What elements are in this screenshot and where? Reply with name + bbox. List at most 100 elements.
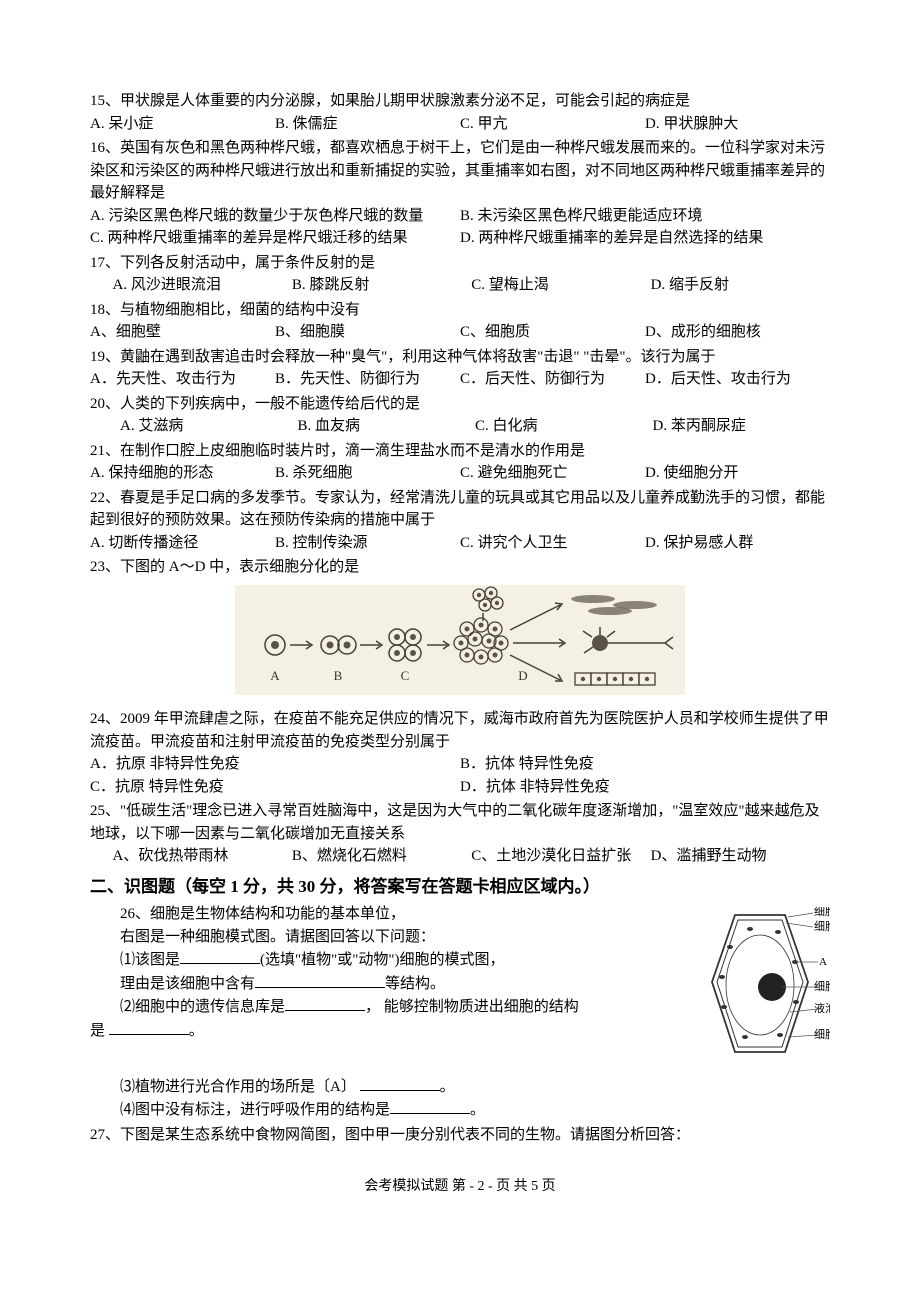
question-20: 20、人类的下列疾病中，一般不能遗传给后代的是 A. 艾滋病 B. 血友病 C.… — [90, 393, 830, 438]
question-24: 24、2009 年甲流肆虐之际，在疫苗不能充足供应的情况下，威海市政府首先为医院… — [90, 708, 830, 798]
blank-26-2[interactable] — [255, 972, 385, 988]
q16-opt-a: A. 污染区黑色桦尺蛾的数量少于灰色桦尺蛾的数量 — [90, 205, 460, 228]
question-15-options: A. 呆小症 B. 侏儒症 C. 甲亢 D. 甲状腺肿大 — [90, 113, 830, 136]
svg-text:C: C — [401, 668, 410, 683]
section-2-title: 二、识图题（每空 1 分，共 30 分，将答案写在答题卡相应区域内。） — [90, 874, 830, 900]
q26-p1a: ⑴该图是 — [120, 952, 180, 968]
q19-opt-d: D．后天性、攻击行为 — [645, 368, 830, 391]
question-17: 17、下列各反射活动中，属于条件反射的是 A. 风沙进眼流泪 B. 膝跳反射 C… — [90, 252, 830, 297]
question-21-text: 21、在制作口腔上皮细胞临时装片时，滴一滴生理盐水而不是清水的作用是 — [90, 440, 830, 463]
q18-opt-d: D、成形的细胞核 — [645, 321, 830, 344]
q26-p2a: ⑵细胞中的遗传信息库是 — [120, 999, 285, 1015]
svg-text:A: A — [270, 668, 280, 683]
question-15-text: 15、甲状腺是人体重要的内分泌腺，如果胎儿期甲状腺激素分泌不足，可能会引起的病症… — [90, 90, 830, 113]
q15-opt-a: A. 呆小症 — [90, 113, 275, 136]
question-18-text: 18、与植物细胞相比，细菌的结构中没有 — [90, 299, 830, 322]
q17-opt-b: B. 膝跳反射 — [292, 274, 471, 297]
question-19-text: 19、黄鼬在遇到敌害追击时会释放一种"臭气"，利用这种气体将敌害"击退" "击晕… — [90, 346, 830, 369]
blank-26-3[interactable] — [285, 995, 365, 1011]
q26-p1c: 理由是该细胞中含有 — [120, 976, 255, 992]
q26-p4b: 。 — [470, 1102, 485, 1118]
q25-opt-c: C、土地沙漠化日益扩张 — [471, 845, 650, 868]
question-23: 23、下图的 A～D 中，表示细胞分化的是 A B — [90, 556, 830, 702]
q20-opt-b: B. 血友病 — [298, 415, 476, 438]
question-16-options: A. 污染区黑色桦尺蛾的数量少于灰色桦尺蛾的数量 B. 未污染区黑色桦尺蛾更能适… — [90, 205, 830, 250]
q17-opt-a: A. 风沙进眼流泪 — [113, 274, 292, 297]
q15-opt-c: C. 甲亢 — [460, 113, 645, 136]
question-19-options: A．先天性、攻击行为 B．先天性、防御行为 C．后天性、防御行为 D．后天性、攻… — [90, 368, 830, 391]
q26-p3a: ⑶植物进行光合作用的场所是〔A〕 — [120, 1079, 356, 1095]
q16-opt-b: B. 未污染区黑色桦尺蛾更能适应环境 — [460, 205, 830, 228]
q26-p1d: 等结构。 — [385, 976, 445, 992]
figure-23-cell-differentiation: A B — [90, 585, 830, 703]
q24-opt-d: D．抗体 非特异性免疫 — [460, 776, 830, 799]
q25-opt-a: A、砍伐热带雨林 — [113, 845, 292, 868]
question-23-text: 23、下图的 A～D 中，表示细胞分化的是 — [90, 556, 830, 579]
q20-opt-d: D. 苯丙酮尿症 — [653, 415, 831, 438]
blank-26-4[interactable] — [109, 1019, 189, 1035]
q18-opt-a: A、细胞壁 — [90, 321, 275, 344]
blank-26-5[interactable] — [360, 1075, 440, 1091]
question-21: 21、在制作口腔上皮细胞临时装片时，滴一滴生理盐水而不是清水的作用是 A. 保持… — [90, 440, 830, 485]
q20-opt-a: A. 艾滋病 — [120, 415, 298, 438]
q26-part3: ⑶植物进行光合作用的场所是〔A〕 。 — [90, 1075, 830, 1099]
q15-opt-d: D. 甲状腺肿大 — [645, 113, 830, 136]
question-25: 25、"低碳生活"理念已进入寻常百姓脑海中，这是因为大气中的二氧化碳年度逐渐增加… — [90, 800, 830, 868]
q16-opt-d: D. 两种桦尺蛾重捕率的差异是自然选择的结果 — [460, 227, 830, 250]
question-15: 15、甲状腺是人体重要的内分泌腺，如果胎儿期甲状腺激素分泌不足，可能会引起的病症… — [90, 90, 830, 135]
q24-opt-a: A．抗原 非特异性免疫 — [90, 753, 460, 776]
blank-26-1[interactable] — [180, 948, 260, 964]
q25-opt-d: D、滥捕野生动物 — [651, 845, 830, 868]
q22-opt-b: B. 控制传染源 — [275, 532, 460, 555]
q21-opt-a: A. 保持细胞的形态 — [90, 462, 275, 485]
question-17-options: A. 风沙进眼流泪 B. 膝跳反射 C. 望梅止渴 D. 缩手反射 — [90, 274, 830, 297]
q20-opt-c: C. 白化病 — [475, 415, 653, 438]
question-25-options: A、砍伐热带雨林 B、燃烧化石燃料 C、土地沙漠化日益扩张 D、滥捕野生动物 — [90, 845, 830, 868]
question-19: 19、黄鼬在遇到敌害追击时会释放一种"臭气"，利用这种气体将敌害"击退" "击晕… — [90, 346, 830, 391]
cell-label-nucleus: 细胞核 — [814, 979, 830, 993]
question-22-text: 22、春夏是手足口病的多发季节。专家认为，经常清洗儿童的玩具或其它用品以及儿童养… — [90, 487, 830, 532]
question-20-options: A. 艾滋病 B. 血友病 C. 白化病 D. 苯丙酮尿症 — [90, 415, 830, 438]
cell-label-wall: 细胞壁 — [814, 907, 830, 918]
page-footer: 会考模拟试题 第 - 2 - 页 共 5 页 — [90, 1176, 830, 1197]
q26-part4: ⑷图中没有标注，进行呼吸作用的结构是 。 — [90, 1098, 830, 1122]
cell-label-membrane: 细胞膜 — [814, 920, 830, 933]
question-22: 22、春夏是手足口病的多发季节。专家认为，经常清洗儿童的玩具或其它用品以及儿童养… — [90, 487, 830, 555]
svg-text:B: B — [334, 668, 343, 683]
q26-p4a: ⑷图中没有标注，进行呼吸作用的结构是 — [120, 1102, 390, 1118]
question-21-options: A. 保持细胞的形态 B. 杀死细胞 C. 避免细胞死亡 D. 使细胞分开 — [90, 462, 830, 485]
blank-26-6[interactable] — [390, 1098, 470, 1114]
q22-opt-a: A. 切断传播途径 — [90, 532, 275, 555]
question-18: 18、与植物细胞相比，细菌的结构中没有 A、细胞壁 B、细胞膜 C、细胞质 D、… — [90, 299, 830, 344]
question-27: 27、下图是某生态系统中食物网简图，图中甲一庚分别代表不同的生物。请据图分析回答… — [90, 1124, 830, 1147]
q26-p3b: 。 — [440, 1079, 455, 1095]
q18-opt-c: C、细胞质 — [460, 321, 645, 344]
q21-opt-d: D. 使细胞分开 — [645, 462, 830, 485]
q26-p2d: 。 — [189, 1023, 204, 1039]
question-16: 16、英国有灰色和黑色两种桦尺蛾，都喜欢栖息于树干上，它们是由一种桦尺蛾发展而来… — [90, 137, 830, 250]
question-20-text: 20、人类的下列疾病中，一般不能遗传给后代的是 — [90, 393, 830, 416]
question-18-options: A、细胞壁 B、细胞膜 C、细胞质 D、成形的细胞核 — [90, 321, 830, 344]
q24-opt-b: B．抗体 特异性免疫 — [460, 753, 830, 776]
cell-label-a: A — [819, 956, 827, 968]
q19-opt-b: B．先天性、防御行为 — [275, 368, 460, 391]
q26-p1b: (选填"植物"或"动物")细胞的模式图， — [260, 952, 504, 968]
q25-opt-b: B、燃烧化石燃料 — [292, 845, 471, 868]
q16-opt-c: C. 两种桦尺蛾重捕率的差异是桦尺蛾迁移的结果 — [90, 227, 460, 250]
q19-opt-a: A．先天性、攻击行为 — [90, 368, 275, 391]
q22-opt-c: C. 讲究个人卫生 — [460, 532, 645, 555]
q17-opt-c: C. 望梅止渴 — [471, 274, 650, 297]
q22-opt-d: D. 保护易感人群 — [645, 532, 830, 555]
figure-26-cell-diagram: 细胞壁 细胞膜 A 细胞核 液泡 细胞质 — [700, 907, 830, 1075]
question-25-text: 25、"低碳生活"理念已进入寻常百姓脑海中，这是因为大气中的二氧化碳年度逐渐增加… — [90, 800, 830, 845]
question-22-options: A. 切断传播途径 B. 控制传染源 C. 讲究个人卫生 D. 保护易感人群 — [90, 532, 830, 555]
q18-opt-b: B、细胞膜 — [275, 321, 460, 344]
q26-p2c: 是 — [90, 1023, 105, 1039]
question-26: 细胞壁 细胞膜 A 细胞核 液泡 细胞质 26、细胞是生物体结构和功能的基本单位… — [90, 903, 830, 1122]
q24-opt-c: C．抗原 特异性免疫 — [90, 776, 460, 799]
q15-opt-b: B. 侏儒症 — [275, 113, 460, 136]
question-16-text: 16、英国有灰色和黑色两种桦尺蛾，都喜欢栖息于树干上，它们是由一种桦尺蛾发展而来… — [90, 137, 830, 205]
q21-opt-c: C. 避免细胞死亡 — [460, 462, 645, 485]
svg-text:D: D — [518, 668, 527, 683]
cell-label-cytoplasm: 细胞质 — [814, 1028, 830, 1041]
